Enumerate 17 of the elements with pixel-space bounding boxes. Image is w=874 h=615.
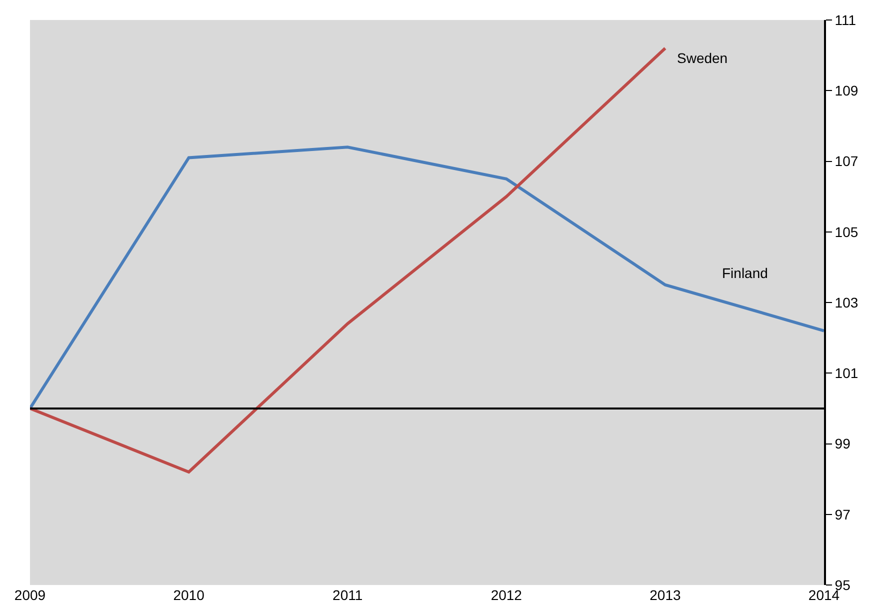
- y-tick-label: 99: [834, 436, 851, 452]
- x-tick-label: 2011: [332, 587, 363, 603]
- y-tick-label: 97: [834, 506, 851, 522]
- series-label: Sweden: [677, 50, 728, 66]
- series-label: Finland: [722, 265, 768, 281]
- x-tick-label: 2010: [173, 587, 205, 603]
- x-tick-label: 2009: [14, 587, 46, 603]
- x-tick-label: 2013: [650, 587, 681, 603]
- x-tick-label: 2012: [490, 587, 522, 603]
- y-tick-label: 103: [834, 294, 858, 310]
- line-series: [30, 46, 667, 474]
- y-tick-label: 101: [834, 365, 858, 382]
- line-series: [30, 146, 824, 410]
- y-tick-label: 105: [834, 224, 858, 240]
- y-tick-label: 111: [834, 12, 856, 28]
- y-tick-label: 107: [834, 153, 858, 170]
- y-tick-label: 109: [834, 82, 858, 99]
